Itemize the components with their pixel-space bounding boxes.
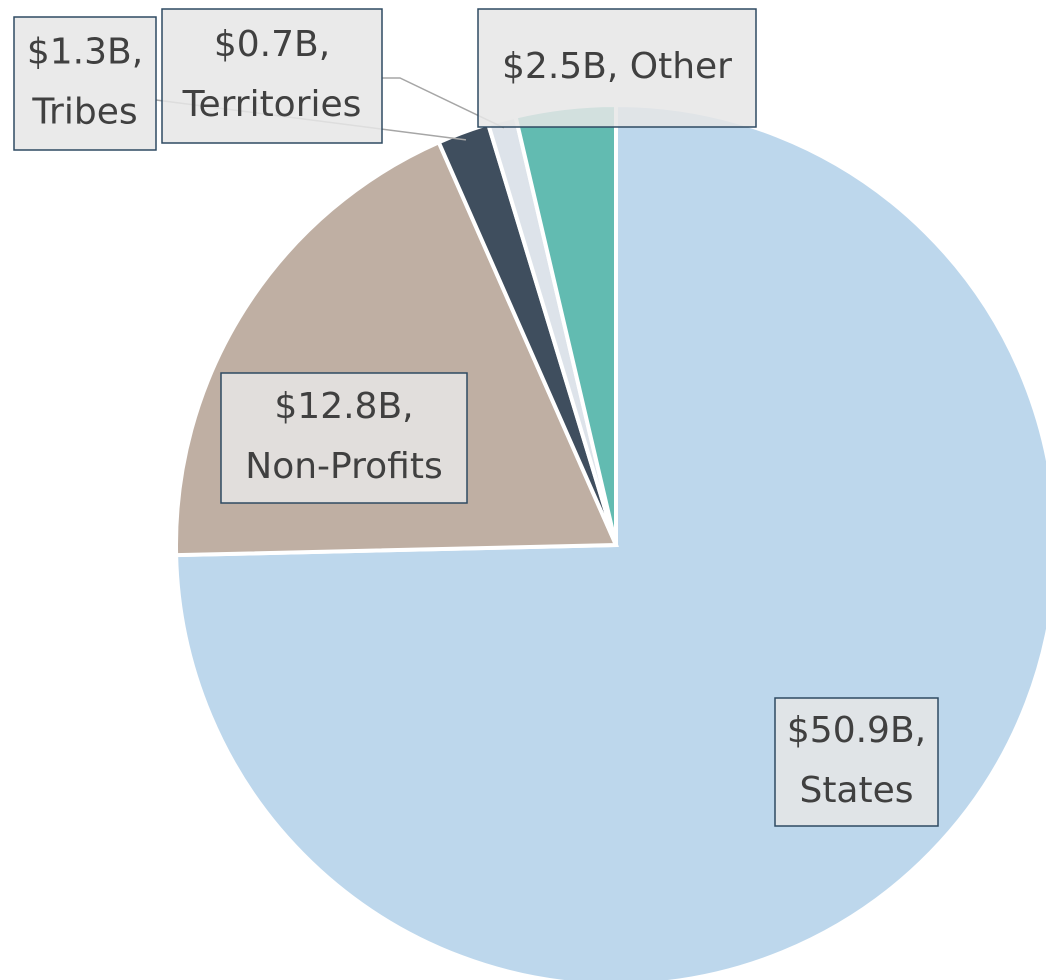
- data-label: $2.5B, Other: [502, 46, 732, 87]
- category-label: Tribes: [31, 92, 137, 133]
- value-label: $0.7B,: [214, 24, 330, 65]
- label-box: [220, 372, 468, 504]
- leader-line: [382, 77, 505, 129]
- label-box: [161, 8, 383, 144]
- category-label: Non-Profits: [245, 446, 442, 487]
- value-label: $1.3B,: [27, 32, 143, 73]
- value-label: $12.8B,: [274, 386, 413, 427]
- label-box: [13, 16, 157, 151]
- label-box: [477, 8, 757, 128]
- value-label: $2.5B,: [502, 46, 618, 87]
- category-label: Other: [630, 46, 732, 87]
- label-box: [774, 697, 939, 827]
- category-label: Territories: [182, 84, 362, 125]
- value-label: $50.9B,: [787, 710, 926, 751]
- category-label: States: [799, 770, 913, 811]
